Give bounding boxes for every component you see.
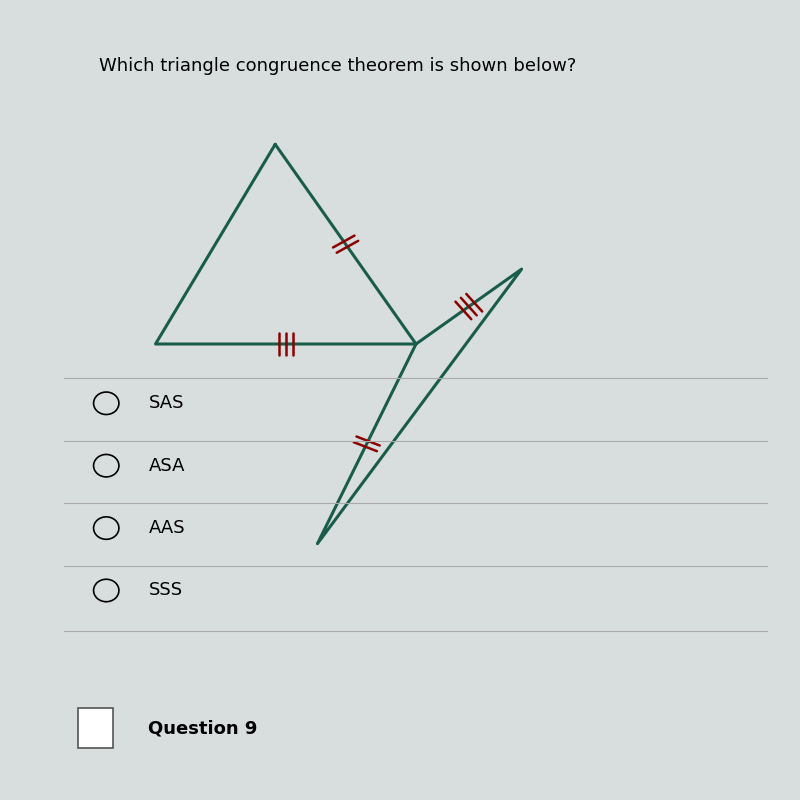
Text: Which triangle congruence theorem is shown below?: Which triangle congruence theorem is sho… xyxy=(99,57,577,75)
Text: SAS: SAS xyxy=(149,394,184,412)
FancyBboxPatch shape xyxy=(78,708,114,748)
Text: SSS: SSS xyxy=(149,582,182,599)
Text: AAS: AAS xyxy=(149,519,185,537)
Text: Question 9: Question 9 xyxy=(149,719,258,737)
Text: ASA: ASA xyxy=(149,457,185,474)
